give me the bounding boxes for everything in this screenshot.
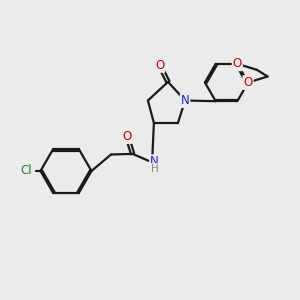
Text: Cl: Cl (20, 164, 32, 178)
Text: O: O (123, 130, 132, 143)
Text: O: O (244, 76, 253, 89)
Text: O: O (155, 59, 164, 72)
Text: O: O (233, 57, 242, 70)
Text: N: N (150, 155, 159, 168)
Text: H: H (151, 164, 158, 174)
Text: N: N (181, 94, 190, 107)
